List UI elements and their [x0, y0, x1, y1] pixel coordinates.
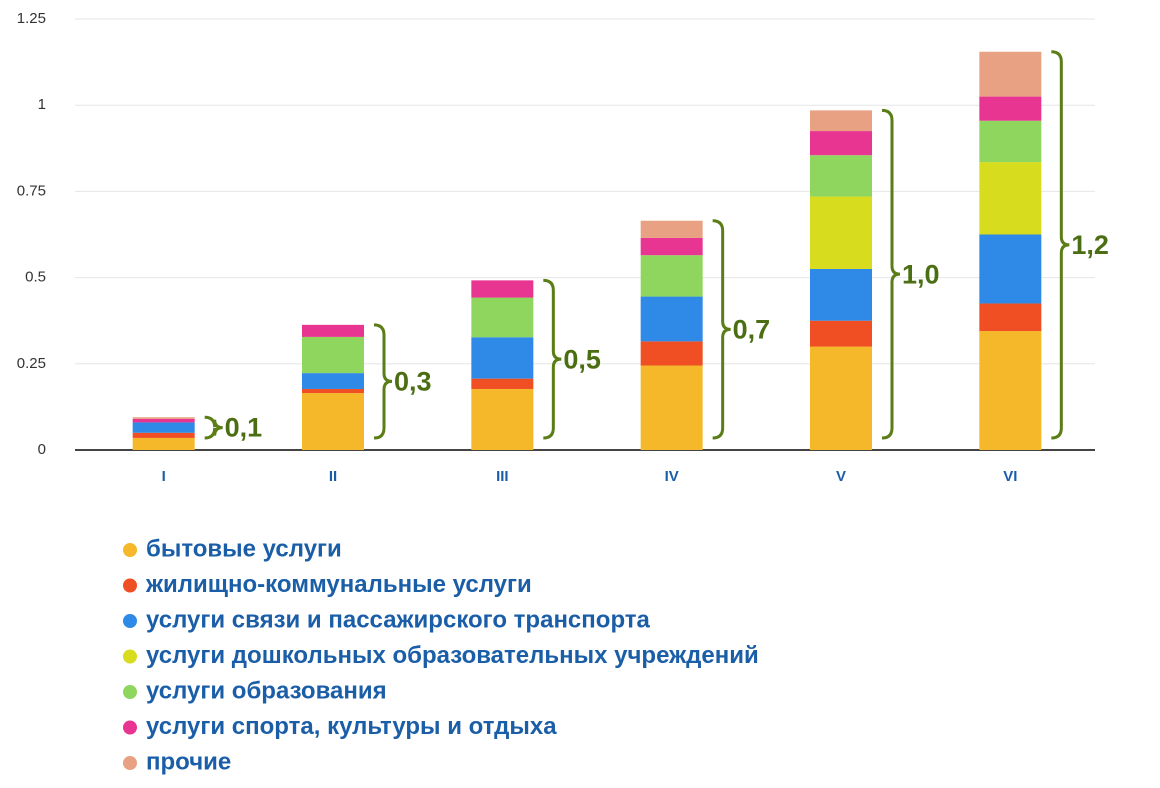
annotation: 1,0 [902, 259, 940, 289]
bar-segment [810, 196, 872, 269]
legend-marker [123, 649, 137, 664]
bar-segment [810, 131, 872, 156]
bar-segment [132, 417, 195, 419]
brace [712, 219, 731, 440]
x-tick-label: II [329, 468, 337, 485]
y-tick-label: 0.5 [25, 269, 46, 286]
legend-marker [123, 720, 137, 735]
legend-label: прочие [146, 748, 231, 775]
brace [373, 323, 393, 440]
legend-marker [123, 756, 137, 770]
bar-segment [132, 432, 195, 438]
legend-label: услуги образования [146, 677, 387, 704]
bar-segment [810, 110, 872, 132]
legend-marker [123, 543, 137, 557]
bar-segment [471, 388, 534, 450]
brace [543, 278, 562, 440]
bar-segment [640, 255, 703, 297]
brace [881, 108, 901, 440]
bar-segment [640, 365, 703, 450]
bar-segment [640, 341, 703, 366]
bar-segment [810, 320, 872, 347]
bar-segment [979, 234, 1042, 304]
legend-label: услуги спорта, культуры и отдыха [146, 713, 557, 740]
bar-segment [979, 162, 1042, 235]
legend-label: услуги дошкольных образовательных учрежд… [146, 642, 759, 669]
bar-segment [302, 373, 364, 389]
legend-label: жилищно-коммунальные услуги [145, 571, 532, 598]
bar-segment [979, 120, 1042, 163]
bar-segment [979, 51, 1042, 97]
y-tick-label: 1.25 [17, 10, 46, 27]
bar-segment [302, 388, 364, 394]
annotation: 0,3 [394, 367, 432, 397]
legend-label: услуги связи и пассажирского транспорта [146, 606, 651, 633]
x-tick-label: IV [665, 468, 679, 485]
legend-marker [123, 685, 137, 699]
bar-segment [810, 268, 872, 321]
x-tick-label: VI [1003, 468, 1017, 485]
legend-marker [123, 578, 137, 593]
bar-segment [302, 336, 364, 374]
y-tick-label: 0 [38, 441, 46, 458]
brace [204, 415, 223, 440]
bar-segment [979, 303, 1042, 332]
y-tick-label: 0.25 [17, 355, 46, 372]
bar-segment [640, 220, 703, 238]
bar-segment [810, 346, 872, 450]
legend-label: бытовые услуги [146, 535, 342, 562]
bar-segment [302, 324, 364, 337]
annotation: 0,7 [733, 314, 771, 344]
x-tick-label: III [496, 468, 509, 485]
bar-segment [471, 378, 534, 389]
bar-segment [810, 155, 872, 197]
legend-marker [123, 614, 137, 628]
y-tick-label: 1 [38, 96, 46, 113]
bar-segment [132, 437, 195, 450]
bar-segment [640, 237, 703, 256]
brace [1051, 50, 1070, 440]
x-tick-label: V [836, 468, 846, 485]
annotation: 0,1 [225, 413, 263, 443]
y-tick-label: 0.75 [17, 182, 46, 199]
bar-segment [302, 393, 364, 450]
bar-segment [471, 337, 534, 379]
bar-segment [979, 331, 1042, 450]
bar-segment [471, 280, 534, 298]
bar-segment [640, 296, 703, 342]
bar-segment [979, 96, 1042, 121]
bar-segment [471, 297, 534, 338]
x-tick-label: I [162, 468, 166, 485]
bar-segment [132, 418, 195, 423]
annotation: 1,2 [1071, 230, 1109, 260]
annotation: 0,5 [563, 344, 601, 374]
bar-segment [132, 422, 195, 433]
